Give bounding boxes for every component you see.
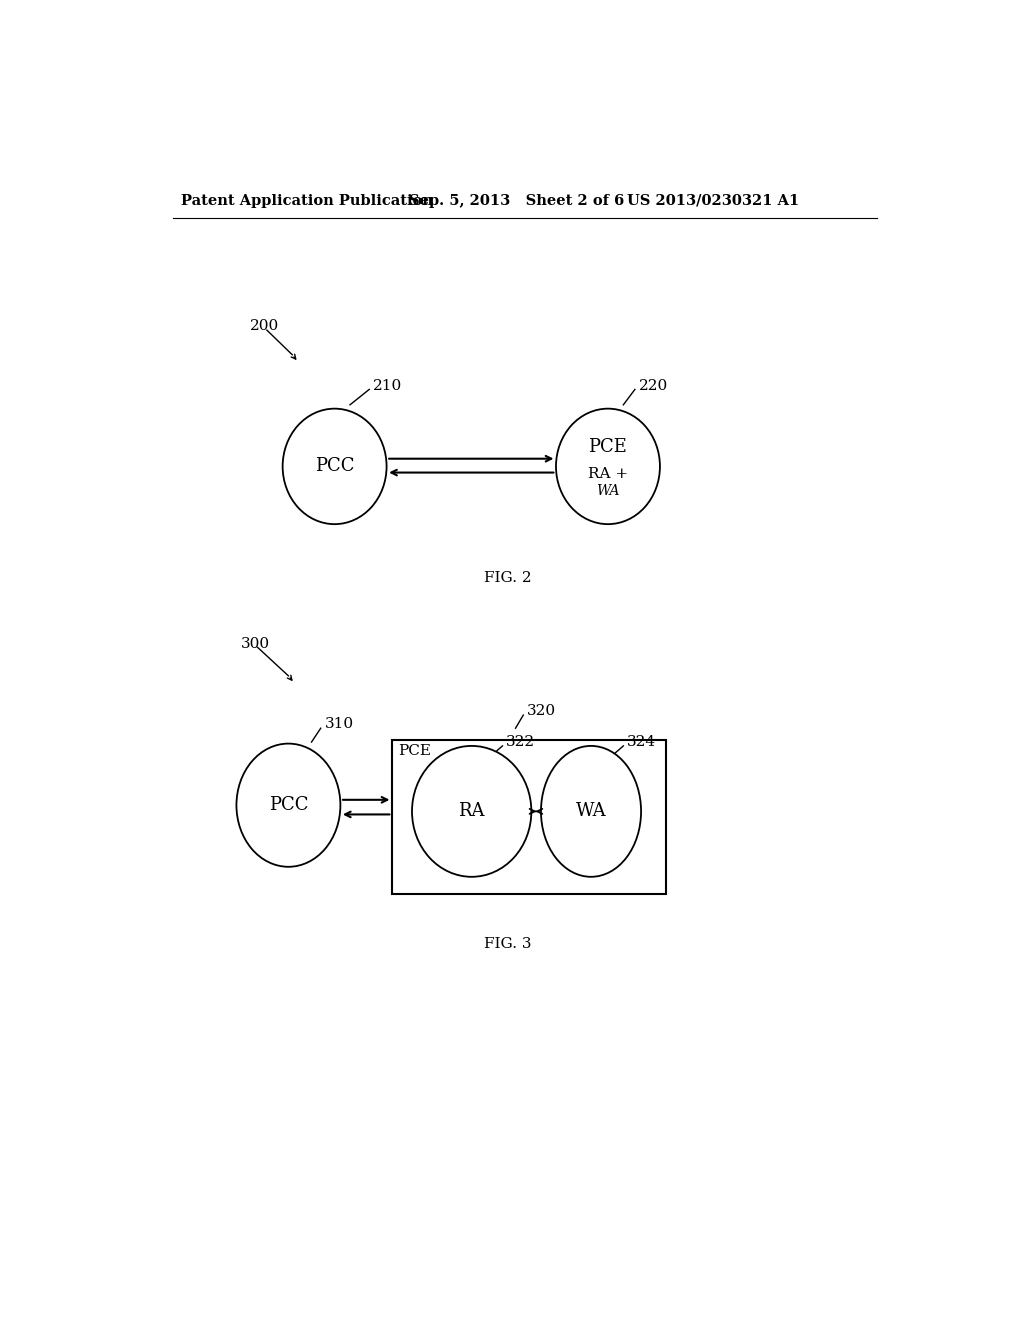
Text: 324: 324 (628, 735, 656, 748)
Text: FIG. 3: FIG. 3 (484, 937, 531, 950)
Text: RA: RA (459, 803, 485, 820)
Text: 322: 322 (506, 735, 536, 748)
Text: PCC: PCC (314, 458, 354, 475)
Text: FIG. 2: FIG. 2 (484, 572, 531, 585)
Ellipse shape (237, 743, 340, 867)
Text: PCE: PCE (589, 438, 628, 457)
Text: 320: 320 (527, 705, 556, 718)
Text: PCE: PCE (398, 744, 431, 758)
Ellipse shape (412, 746, 531, 876)
Ellipse shape (556, 409, 659, 524)
Text: 310: 310 (325, 717, 353, 731)
Text: WA: WA (596, 484, 620, 498)
Text: Sep. 5, 2013   Sheet 2 of 6: Sep. 5, 2013 Sheet 2 of 6 (410, 194, 625, 207)
Text: RA +: RA + (588, 467, 628, 480)
Text: 210: 210 (373, 379, 402, 392)
Text: 220: 220 (639, 379, 668, 392)
Ellipse shape (541, 746, 641, 876)
Text: 300: 300 (241, 636, 269, 651)
Text: WA: WA (575, 803, 606, 820)
Text: US 2013/0230321 A1: US 2013/0230321 A1 (628, 194, 800, 207)
Text: PCC: PCC (268, 796, 308, 814)
Text: 200: 200 (250, 319, 280, 333)
Bar (392, 739, 666, 894)
Ellipse shape (283, 409, 387, 524)
Text: Patent Application Publication: Patent Application Publication (180, 194, 432, 207)
